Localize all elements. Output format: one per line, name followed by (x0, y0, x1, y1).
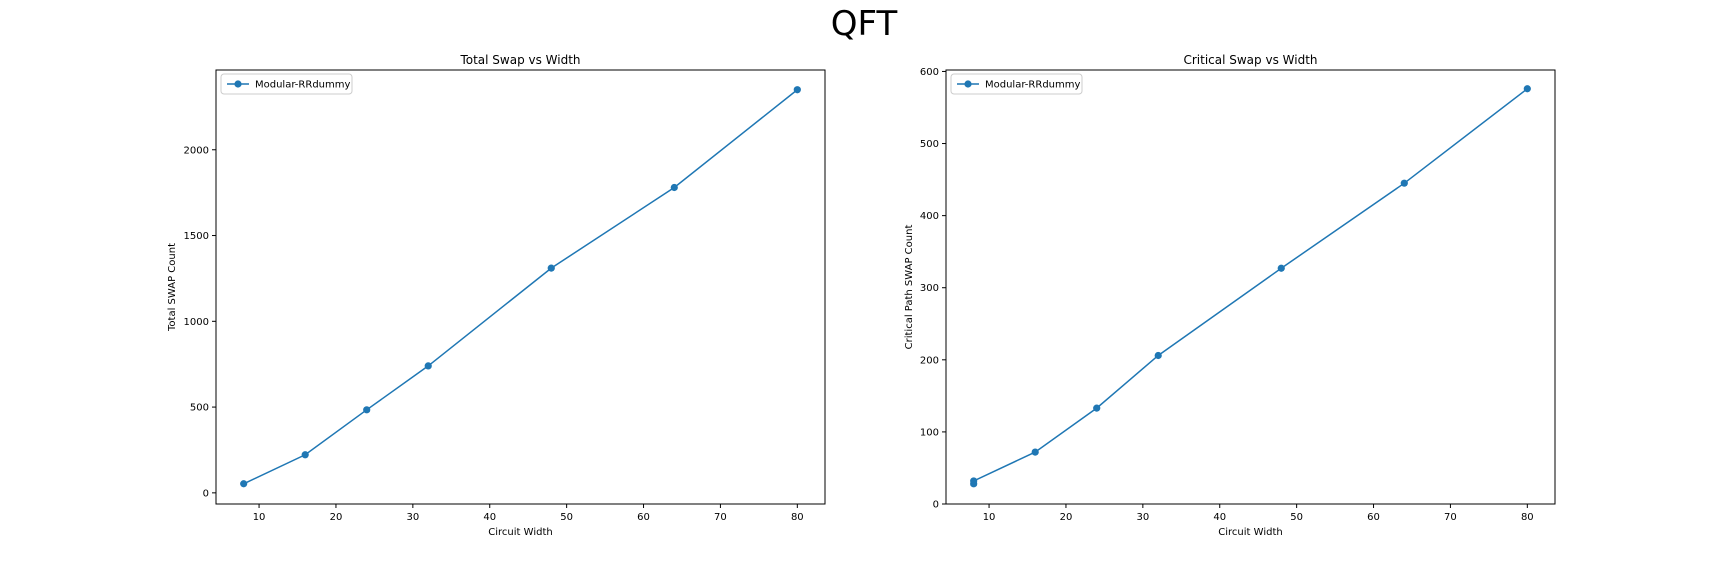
chart-total-swap: Total Swap vs Width 10 20 30 40 50 60 70 80 0 500 1… (167, 53, 826, 538)
y-tick-label: 100 (920, 427, 939, 438)
legend-marker (964, 80, 972, 88)
x-tick-label: 70 (1444, 512, 1457, 523)
x-tick-label: 20 (1060, 512, 1073, 523)
x-tick-label: 60 (1367, 512, 1380, 523)
data-point (301, 451, 309, 459)
y-tick-label: 200 (920, 355, 939, 366)
data-point (240, 480, 248, 488)
x-axis-label: Circuit Width (1218, 527, 1282, 538)
series-line (972, 88, 1528, 484)
data-point (793, 86, 801, 94)
data-point (670, 183, 678, 192)
y-tick-label: 1000 (184, 317, 209, 328)
y-tick-label: 600 (920, 67, 939, 78)
x-tick-label: 40 (1213, 512, 1226, 523)
y-tick-label: 500 (920, 139, 939, 150)
data-point (970, 477, 978, 485)
x-tick-label: 20 (330, 512, 343, 523)
y-axis-label: Total SWAP Count (167, 243, 178, 332)
data-point (547, 264, 555, 272)
y-axis-label: Critical Path SWAP Count (904, 225, 915, 350)
x-tick-label: 30 (1136, 512, 1149, 523)
data-point (1400, 179, 1408, 187)
data-point (1093, 404, 1101, 412)
figure-title: QFT (830, 4, 898, 44)
x-tick-label: 10 (253, 512, 266, 523)
x-tick-label: 40 (483, 512, 496, 523)
data-point (1277, 264, 1285, 272)
data-point (1031, 448, 1039, 456)
y-tick-label: 500 (190, 403, 209, 414)
plot-frame (215, 69, 826, 505)
data-point (424, 362, 432, 370)
legend-marker (234, 80, 242, 88)
chart-critical-swap: Critical Swap vs Width 10 20 30 40 50 60 70 80 0 1… (904, 53, 1556, 538)
legend-label: Modular-RRdummy (255, 80, 350, 91)
chart-title: Critical Swap vs Width (1183, 53, 1317, 67)
y-tick-label: 300 (920, 283, 939, 294)
x-tick-label: 80 (791, 512, 804, 523)
data-point (1154, 351, 1162, 360)
y-tick-label: 400 (920, 211, 939, 222)
x-tick-label: 50 (560, 512, 573, 523)
chart-title: Total Swap vs Width (459, 53, 580, 67)
y-tick-label: 0 (933, 500, 939, 511)
y-tick-label: 1500 (184, 231, 209, 242)
y-tick-label: 0 (203, 488, 209, 499)
x-tick-label: 60 (637, 512, 650, 523)
legend-box (220, 73, 353, 95)
y-tick-label: 2000 (184, 145, 209, 156)
x-tick-label: 70 (714, 512, 727, 523)
legend-box (950, 73, 1083, 95)
data-point (1523, 85, 1531, 93)
series-line (243, 89, 798, 485)
x-tick-label: 10 (983, 512, 996, 523)
legend-label: Modular-RRdummy (985, 80, 1080, 91)
x-tick-label: 30 (406, 512, 419, 523)
data-point (363, 406, 371, 414)
plot-frame (945, 69, 1556, 505)
x-axis-label: Circuit Width (488, 527, 552, 538)
x-tick-label: 50 (1290, 512, 1303, 523)
x-tick-label: 80 (1521, 512, 1534, 523)
